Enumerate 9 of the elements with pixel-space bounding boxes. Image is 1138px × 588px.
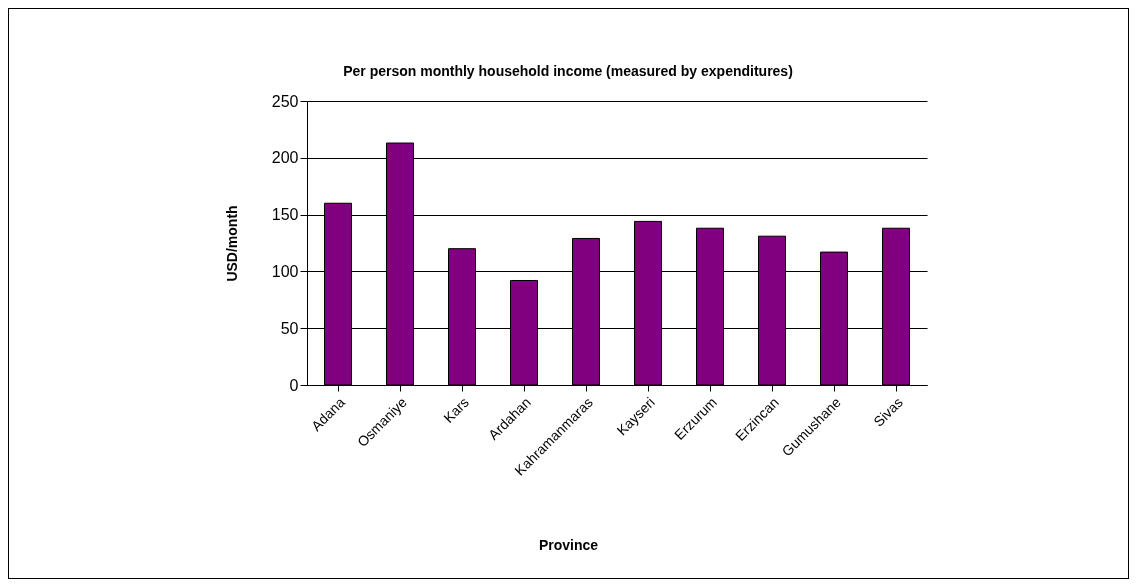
y-tick-label: 200 — [271, 149, 299, 167]
y-tick-label: 100 — [271, 262, 299, 280]
y-axis-title: USD/month — [223, 205, 240, 282]
y-tick-label: 250 — [271, 92, 299, 110]
y-tick-label: 0 — [289, 376, 299, 394]
y-tick-label: 150 — [271, 206, 299, 224]
chart-title: Per person monthly household income (measured by expenditures) — [343, 63, 793, 79]
y-tick-label: 50 — [280, 319, 299, 337]
x-axis-title: Province — [538, 536, 599, 553]
